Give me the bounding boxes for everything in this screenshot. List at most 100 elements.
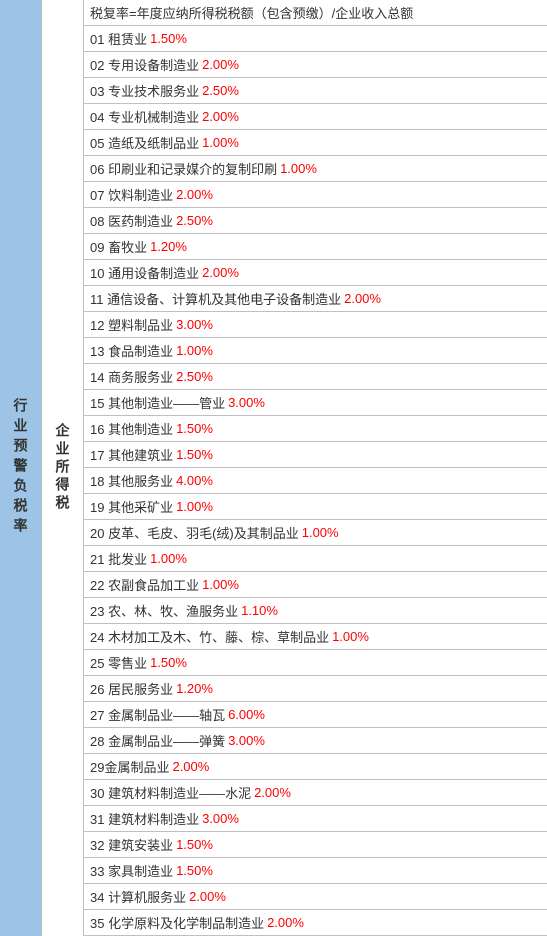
table-row: 05 造纸及纸制品业1.00%	[84, 130, 547, 156]
row-rate: 2.00%	[254, 785, 291, 800]
row-label: 05 造纸及纸制品业	[90, 133, 199, 152]
table-row: 27 金属制品业——轴瓦6.00%	[84, 702, 547, 728]
table-row: 29金属制品业2.00%	[84, 754, 547, 780]
table-row: 09 畜牧业1.20%	[84, 234, 547, 260]
row-rate: 3.00%	[202, 811, 239, 826]
row-rate: 2.00%	[176, 187, 213, 202]
tax-rate-table: 行业预警负税率 企业所得税 税复率=年度应纳所得税税额（包含预缴）/企业收入总额…	[0, 0, 547, 936]
row-label: 14 商务服务业	[90, 367, 173, 386]
table-row: 18 其他服务业4.00%	[84, 468, 547, 494]
table-row: 04 专业机械制造业2.00%	[84, 104, 547, 130]
row-rate: 2.50%	[176, 369, 213, 384]
table-row: 15 其他制造业——管业3.00%	[84, 390, 547, 416]
table-row: 32 建筑安装业1.50%	[84, 832, 547, 858]
row-rate: 1.50%	[176, 421, 213, 436]
row-rate: 1.50%	[176, 447, 213, 462]
row-label: 12 塑料制品业	[90, 315, 173, 334]
row-rate: 1.00%	[150, 551, 187, 566]
row-label: 26 居民服务业	[90, 679, 173, 698]
row-rate: 3.00%	[228, 733, 265, 748]
table-row: 20 皮革、毛皮、羽毛(绒)及其制品业1.00%	[84, 520, 547, 546]
row-label: 21 批发业	[90, 549, 147, 568]
table-row: 21 批发业1.00%	[84, 546, 547, 572]
table-row: 01 租赁业1.50%	[84, 26, 547, 52]
row-label: 18 其他服务业	[90, 471, 173, 490]
row-rate: 1.00%	[202, 135, 239, 150]
row-rate: 1.20%	[150, 239, 187, 254]
row-rate: 2.00%	[344, 291, 381, 306]
row-rate: 1.00%	[332, 629, 369, 644]
table-row: 28 金属制品业——弹簧3.00%	[84, 728, 547, 754]
row-label: 02 专用设备制造业	[90, 55, 199, 74]
row-label: 13 食品制造业	[90, 341, 173, 360]
table-row: 34 计算机服务业2.00%	[84, 884, 547, 910]
row-label: 06 印刷业和记录媒介的复制印刷	[90, 159, 277, 178]
row-rate: 2.00%	[172, 759, 209, 774]
table-row: 13 食品制造业1.00%	[84, 338, 547, 364]
table-row: 12 塑料制品业3.00%	[84, 312, 547, 338]
row-rate: 1.00%	[302, 525, 339, 540]
table-row: 24 木材加工及木、竹、藤、棕、草制品业1.00%	[84, 624, 547, 650]
table-row: 25 零售业1.50%	[84, 650, 547, 676]
table-row: 22 农副食品加工业1.00%	[84, 572, 547, 598]
table-row: 10 通用设备制造业2.00%	[84, 260, 547, 286]
row-rate: 3.00%	[176, 317, 213, 332]
row-label: 24 木材加工及木、竹、藤、棕、草制品业	[90, 627, 329, 646]
table-row: 17 其他建筑业1.50%	[84, 442, 547, 468]
row-rate: 1.50%	[150, 655, 187, 670]
row-rate: 2.00%	[202, 109, 239, 124]
table-row: 02 专用设备制造业2.00%	[84, 52, 547, 78]
formula-row: 税复率=年度应纳所得税税额（包含预缴）/企业收入总额	[84, 0, 547, 26]
row-label: 16 其他制造业	[90, 419, 173, 438]
row-rate: 2.00%	[202, 265, 239, 280]
table-row: 35 化学原料及化学制品制造业2.00%	[84, 910, 547, 936]
row-rate: 1.00%	[176, 343, 213, 358]
row-rate: 1.00%	[202, 577, 239, 592]
table-row: 31 建筑材料制造业3.00%	[84, 806, 547, 832]
row-label: 27 金属制品业——轴瓦	[90, 705, 225, 724]
row-label: 35 化学原料及化学制品制造业	[90, 913, 264, 932]
row-label: 07 饮料制造业	[90, 185, 173, 204]
table-row: 26 居民服务业1.20%	[84, 676, 547, 702]
row-label: 10 通用设备制造业	[90, 263, 199, 282]
row-rate: 1.10%	[241, 603, 278, 618]
row-rate: 1.50%	[176, 837, 213, 852]
row-label: 04 专业机械制造业	[90, 107, 199, 126]
data-column: 税复率=年度应纳所得税税额（包含预缴）/企业收入总额 01 租赁业1.50%02…	[84, 0, 547, 936]
table-row: 33 家具制造业1.50%	[84, 858, 547, 884]
category-column: 行业预警负税率	[0, 0, 42, 936]
row-rate: 2.00%	[202, 57, 239, 72]
table-row: 23 农、林、牧、渔服务业1.10%	[84, 598, 547, 624]
table-row: 11 通信设备、计算机及其他电子设备制造业2.00%	[84, 286, 547, 312]
row-label: 09 畜牧业	[90, 237, 147, 256]
row-rate: 1.50%	[176, 863, 213, 878]
table-row: 19 其他采矿业1.00%	[84, 494, 547, 520]
row-label: 30 建筑材料制造业——水泥	[90, 783, 251, 802]
row-rate: 1.00%	[176, 499, 213, 514]
row-label: 29金属制品业	[90, 757, 169, 776]
row-label: 32 建筑安装业	[90, 835, 173, 854]
table-row: 30 建筑材料制造业——水泥2.00%	[84, 780, 547, 806]
table-row: 08 医药制造业2.50%	[84, 208, 547, 234]
row-label: 23 农、林、牧、渔服务业	[90, 601, 238, 620]
row-label: 20 皮革、毛皮、羽毛(绒)及其制品业	[90, 523, 299, 542]
row-label: 34 计算机服务业	[90, 887, 186, 906]
row-label: 22 农副食品加工业	[90, 575, 199, 594]
formula-text: 税复率=年度应纳所得税税额（包含预缴）/企业收入总额	[90, 3, 413, 22]
row-rate: 1.50%	[150, 31, 187, 46]
row-rate: 1.00%	[280, 161, 317, 176]
row-label: 17 其他建筑业	[90, 445, 173, 464]
row-label: 28 金属制品业——弹簧	[90, 731, 225, 750]
row-label: 33 家具制造业	[90, 861, 173, 880]
row-rate: 4.00%	[176, 473, 213, 488]
table-row: 06 印刷业和记录媒介的复制印刷1.00%	[84, 156, 547, 182]
row-label: 01 租赁业	[90, 29, 147, 48]
row-rate: 2.00%	[189, 889, 226, 904]
row-label: 11 通信设备、计算机及其他电子设备制造业	[90, 289, 341, 308]
row-rate: 2.00%	[267, 915, 304, 930]
row-rate: 2.50%	[202, 83, 239, 98]
rows-container: 01 租赁业1.50%02 专用设备制造业2.00%03 专业技术服务业2.50…	[84, 26, 547, 936]
row-label: 15 其他制造业——管业	[90, 393, 225, 412]
row-label: 19 其他采矿业	[90, 497, 173, 516]
row-label: 08 医药制造业	[90, 211, 173, 230]
